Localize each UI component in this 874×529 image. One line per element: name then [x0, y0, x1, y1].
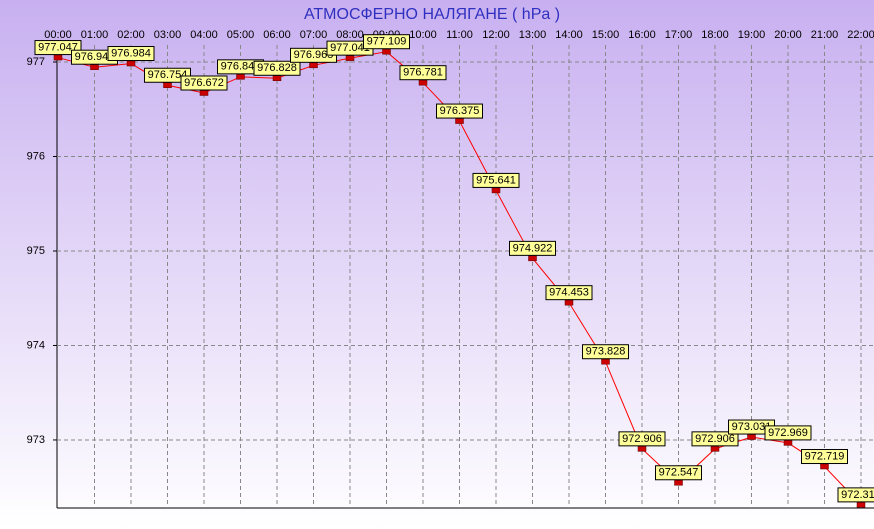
value-label: 974.453: [549, 287, 589, 299]
value-label-box: [691, 431, 739, 447]
marker: [674, 480, 683, 486]
y-tick-label: 977: [27, 56, 45, 68]
value-label-box: [472, 172, 520, 188]
marker: [309, 62, 318, 69]
x-tick-label: 11:00: [446, 29, 473, 41]
chart-title: АТМОСФЕРНО НАЛЯГАНЕ ( hPa ): [304, 6, 560, 23]
value-label: 972.906: [695, 433, 735, 445]
value-label: 977.047: [38, 41, 78, 53]
y-tick-label: 974: [27, 339, 45, 351]
value-label: 976.672: [184, 77, 224, 89]
marker: [199, 90, 209, 96]
x-tick-label: 12:00: [482, 29, 510, 41]
marker: [856, 502, 866, 508]
value-label: 974.922: [513, 242, 553, 254]
x-tick-label: 01:00: [81, 29, 109, 41]
y-tick-label: 976: [27, 150, 45, 162]
marker: [382, 48, 391, 55]
value-label: 977.041: [330, 42, 370, 54]
value-label: 973.031: [732, 421, 772, 433]
marker: [528, 255, 537, 262]
x-tick-label: 21:00: [811, 29, 839, 41]
x-tick-label: 14:00: [555, 29, 583, 41]
value-label: 975.641: [476, 174, 516, 186]
x-tick-label: 18:00: [701, 29, 729, 41]
x-tick-label: 20:00: [774, 29, 802, 41]
value-label-box: [801, 449, 848, 465]
x-tick-label: 15:00: [592, 29, 620, 41]
value-label: 972.547: [659, 467, 699, 479]
value-label: 972.906: [622, 433, 662, 445]
marker: [455, 118, 464, 124]
marker: [163, 82, 172, 89]
marker: [345, 55, 355, 61]
value-label-box: [509, 240, 556, 256]
x-tick-label: 07:00: [300, 29, 328, 41]
marker: [236, 74, 245, 80]
marker: [90, 64, 99, 70]
value-label-box: [107, 46, 155, 62]
value-label: 972.969: [768, 427, 808, 439]
value-label-box: [837, 487, 874, 503]
x-tick-label: 10:00: [409, 29, 437, 41]
marker: [637, 446, 647, 452]
marker: [53, 54, 63, 61]
value-label-box: [764, 425, 812, 441]
value-label-box: [34, 40, 82, 56]
x-tick-label: 13:00: [519, 29, 547, 41]
value-label-box: [253, 60, 301, 76]
y-tick-label: 973: [27, 434, 45, 446]
marker: [126, 60, 136, 67]
x-tick-label: 00:00: [44, 29, 72, 41]
x-tick-label: 17:00: [665, 29, 693, 41]
value-label: 976.984: [111, 47, 151, 59]
marker: [783, 440, 793, 446]
x-tick-label: 08:00: [336, 29, 364, 41]
value-label: 976.843: [221, 61, 261, 73]
x-tick-label: 04:00: [190, 29, 218, 41]
marker: [820, 463, 829, 470]
value-label-box: [582, 344, 629, 360]
x-tick-label: 03:00: [154, 29, 182, 41]
marker: [564, 299, 574, 306]
value-label: 976.945: [75, 51, 115, 63]
x-tick-label: 05:00: [227, 29, 255, 41]
value-label-box: [545, 285, 593, 301]
x-tick-label: 22:00: [847, 29, 874, 41]
value-label: 972.313: [841, 489, 874, 501]
value-label-box: [436, 103, 483, 119]
value-label-box: [618, 431, 666, 447]
value-label-box: [655, 465, 702, 481]
value-label: 977.109: [367, 36, 407, 48]
value-label-box: [363, 34, 410, 50]
marker: [710, 446, 720, 452]
x-tick-label: 19:00: [738, 29, 766, 41]
marker: [272, 75, 282, 82]
value-label-box: [399, 65, 447, 81]
value-label: 976.375: [440, 105, 480, 117]
x-tick-label: 02:00: [117, 29, 145, 41]
marker: [491, 187, 501, 194]
value-label: 976.781: [403, 67, 443, 79]
value-label: 976.828: [257, 62, 297, 74]
marker: [418, 79, 428, 86]
marker: [601, 358, 610, 365]
value-label: 976.754: [148, 69, 188, 81]
marker: [747, 434, 756, 440]
x-tick-label: 06:00: [263, 29, 291, 41]
value-label-box: [144, 67, 191, 83]
value-label: 976.965: [294, 49, 334, 61]
x-tick-label: 16:00: [628, 29, 656, 41]
value-label-box: [180, 75, 228, 91]
value-label: 973.828: [586, 346, 626, 358]
y-tick-label: 975: [27, 245, 45, 257]
value-label: 972.719: [805, 450, 845, 462]
